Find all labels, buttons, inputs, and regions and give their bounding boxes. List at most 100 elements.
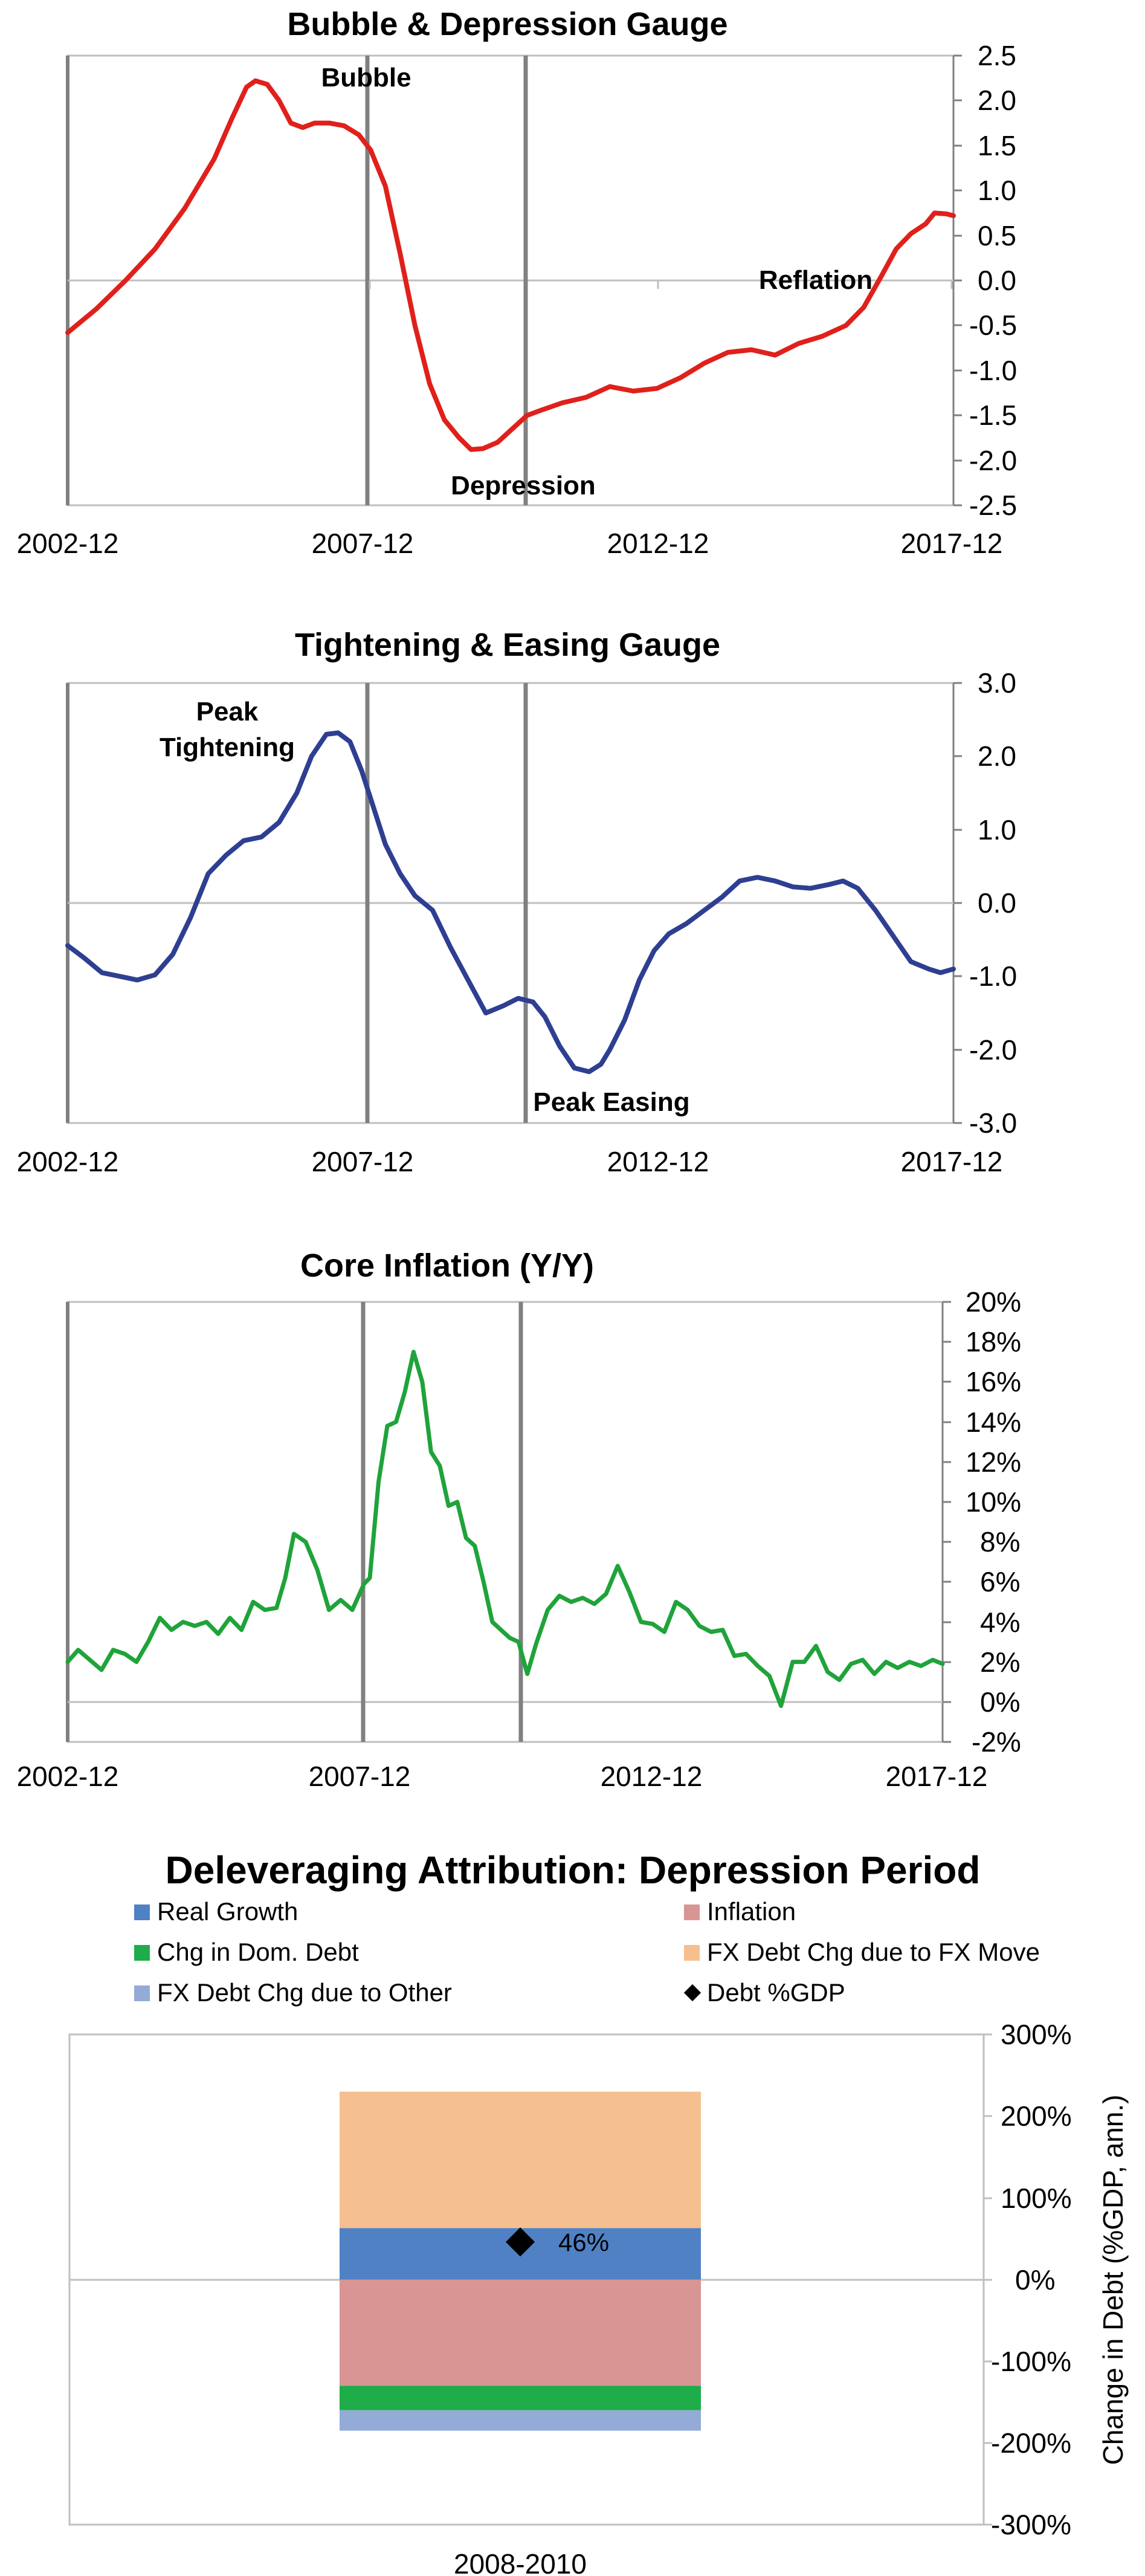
chart-title: Bubble & Depression Gauge — [287, 6, 727, 42]
x-tick-label: 2012-12 — [601, 1761, 703, 1792]
x-tick-label: 2007-12 — [312, 1146, 414, 1177]
y-tick-label: 16% — [966, 1366, 1021, 1397]
y-tick-label: 2.0 — [978, 85, 1016, 116]
x-tick-label: 2002-12 — [17, 1146, 119, 1177]
y-tick-label: 0% — [1015, 2264, 1055, 2296]
y-ticks — [943, 1301, 951, 1743]
annotation-peak-easing: Peak Easing — [533, 1087, 689, 1117]
legend-label: Chg in Dom. Debt — [157, 1938, 359, 1966]
y-tick-label: -2% — [972, 1726, 1021, 1758]
x-tick-label: 2007-12 — [309, 1761, 411, 1792]
legend-item: FX Debt Chg due to FX Move — [684, 1938, 1040, 1966]
tightening-easing-chart: Tightening & Easing Gauge 3.0 2.0 1.0 0.… — [17, 627, 1018, 1177]
legend-label: Inflation — [707, 1897, 796, 1926]
y-tick-label: 300% — [1001, 2019, 1072, 2050]
legend-item: Chg in Dom. Debt — [134, 1938, 359, 1966]
stacked-bars — [340, 2091, 701, 2431]
y-tick-label: -2.5 — [969, 490, 1017, 521]
debt-gdp-marker — [505, 2227, 535, 2257]
legend-swatch — [134, 1945, 150, 1961]
y-tick-label: -0.5 — [969, 309, 1017, 341]
chart-title: Tightening & Easing Gauge — [295, 627, 720, 663]
legend: Real Growth Inflation Chg in Dom. Debt F… — [134, 1897, 1040, 2007]
y-tick-label: 1.0 — [978, 175, 1016, 206]
x-tick-label: 2002-12 — [17, 1761, 119, 1792]
y-tick-label: 2% — [980, 1646, 1020, 1678]
x-tick-label: 2007-12 — [312, 528, 414, 559]
legend-label: FX Debt Chg due to Other — [157, 1978, 452, 2007]
y-tick-labels: 300% 200% 100% 0% -100% -200% -300% — [991, 2019, 1072, 2540]
bar-fx-debt-chg-fx-move — [340, 2091, 701, 2228]
bubble-depression-chart: Bubble & Depression Gauge 2.5 2.0 — [17, 6, 1018, 559]
y-tick-label: 100% — [1001, 2183, 1072, 2214]
x-tick-label: 2017-12 — [901, 528, 1003, 559]
y-tick-label: 1.0 — [978, 814, 1016, 846]
y-tick-label: -100% — [991, 2346, 1071, 2377]
y-tick-label: 12% — [966, 1446, 1021, 1478]
y-tick-labels: 3.0 2.0 1.0 0.0 -1.0 -2.0 -3.0 — [969, 667, 1017, 1139]
bar-fx-debt-chg-other — [340, 2410, 701, 2431]
y-tick-label: -2.0 — [969, 445, 1017, 476]
y-tick-label: 18% — [966, 1326, 1021, 1358]
y-axis-label: Change in Debt (%GDP, ann.) — [1097, 2095, 1129, 2465]
annotation-depression: Depression — [451, 471, 596, 500]
x-tick-label: 2017-12 — [886, 1761, 988, 1792]
y-tick-label: -200% — [991, 2427, 1071, 2459]
x-tick-label: 2012-12 — [607, 528, 709, 559]
annotation-peak-tightening-line2: Tightening — [160, 733, 295, 762]
x-tick-label: 2017-12 — [901, 1146, 1003, 1177]
y-tick-label: 20% — [966, 1286, 1021, 1318]
legend-label: Debt %GDP — [707, 1978, 845, 2007]
series-line — [65, 1350, 945, 1708]
bar-chg-in-dom-debt — [340, 2386, 701, 2410]
chart-title: Core Inflation (Y/Y) — [300, 1248, 594, 1284]
y-tick-label: 2.0 — [978, 740, 1016, 772]
y-tick-label: 0% — [980, 1686, 1020, 1718]
legend-item: Inflation — [684, 1897, 796, 1926]
legend-swatch — [684, 1904, 700, 1920]
legend-swatch — [684, 1945, 700, 1961]
x-tick-labels: 2002-12 2007-12 2012-12 2017-12 — [17, 1761, 988, 1792]
y-tick-label: 6% — [980, 1566, 1020, 1597]
annotation-peak-tightening-line1: Peak — [196, 697, 259, 727]
legend-label: FX Debt Chg due to FX Move — [707, 1938, 1040, 1966]
y-ticks — [953, 54, 962, 506]
x-category-label: 2008-2010 — [454, 2548, 587, 2576]
annotation-reflation: Reflation — [759, 265, 872, 295]
y-tick-label: 0.0 — [978, 265, 1016, 296]
y-ticks — [953, 682, 962, 1124]
legend-item: Real Growth — [134, 1897, 298, 1926]
bar-inflation — [340, 2279, 701, 2386]
annotation-peak-tightening: Peak Tightening — [160, 697, 295, 762]
y-tick-label: -3.0 — [969, 1107, 1017, 1139]
y-tick-label: 8% — [980, 1526, 1020, 1558]
y-ticks — [984, 2033, 992, 2526]
y-tick-label: -2.0 — [969, 1034, 1017, 1066]
legend-swatch — [134, 1985, 150, 2001]
x-tick-label: 2012-12 — [607, 1146, 709, 1177]
y-tick-labels: 2.5 2.0 1.5 1.0 0.5 0.0 -0.5 -1.0 -1.5 -… — [969, 40, 1017, 521]
x-tick-label: 2002-12 — [17, 528, 119, 559]
y-tick-label: 0.5 — [978, 220, 1016, 251]
y-tick-label: -1.0 — [969, 960, 1017, 992]
y-tick-label: -1.0 — [969, 355, 1017, 386]
x-ticks — [369, 280, 953, 289]
core-inflation-chart: Core Inflation (Y/Y) 20% 18% 16% 14% 12% — [17, 1248, 1021, 1792]
x-tick-labels: 2002-12 2007-12 2012-12 2017-12 — [17, 528, 1003, 559]
chart-title: Deleveraging Attribution: Depression Per… — [166, 1848, 981, 1892]
y-tick-label: 200% — [1001, 2100, 1072, 2132]
plot-frame — [66, 1301, 944, 1743]
y-tick-label: -1.5 — [969, 400, 1017, 431]
annotation-bubble: Bubble — [321, 63, 411, 92]
series-line — [65, 730, 956, 1075]
y-tick-label: 2.5 — [978, 40, 1016, 71]
legend-swatch — [134, 1904, 150, 1920]
y-tick-label: 4% — [980, 1607, 1020, 1638]
y-tick-label: 1.5 — [978, 130, 1016, 161]
x-tick-labels: 2002-12 2007-12 2012-12 2017-12 — [17, 1146, 1003, 1177]
legend-item: FX Debt Chg due to Other — [134, 1978, 452, 2007]
y-tick-label: 0.0 — [978, 887, 1016, 919]
legend-item: Debt %GDP — [683, 1978, 845, 2007]
y-tick-label: -300% — [991, 2509, 1071, 2540]
